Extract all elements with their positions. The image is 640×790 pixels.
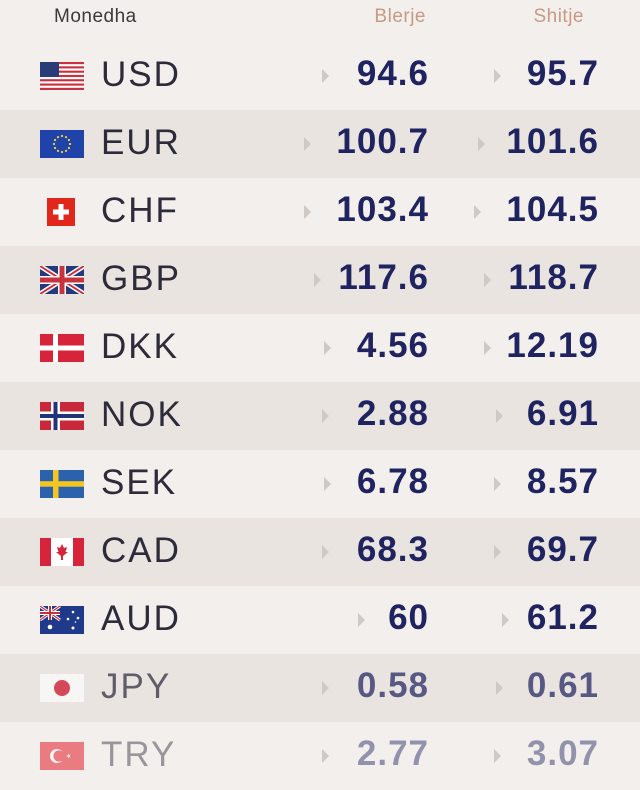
buy-rate: 100.7	[336, 122, 429, 161]
currency-code: SEK	[101, 463, 178, 502]
buy-rate: 94.6	[356, 54, 429, 93]
buy-rate: 68.3	[356, 530, 429, 569]
table-row[interactable]: TRY 2.77 3.07	[0, 722, 640, 790]
currency-code: GBP	[101, 259, 181, 298]
currency-column-header: Monedha	[54, 6, 137, 27]
buy-rate: 60	[388, 598, 429, 637]
sell-rate: 6.91	[526, 394, 599, 433]
sell-column-header: Shitje	[533, 6, 584, 27]
chevron-right-icon	[494, 477, 501, 491]
chevron-right-icon	[322, 545, 329, 559]
sell-rate: 95.7	[526, 54, 599, 93]
chevron-right-icon	[484, 273, 491, 287]
buy-rate: 0.58	[356, 666, 429, 705]
chevron-right-icon	[502, 613, 509, 627]
dk-flag-icon	[40, 334, 84, 362]
currency-code: JPY	[101, 667, 172, 706]
sell-rate: 12.19	[506, 326, 599, 365]
buy-rate: 103.4	[336, 190, 429, 229]
chevron-right-icon	[322, 749, 329, 763]
table-header: Monedha Blerje Shitje	[0, 0, 640, 40]
chevron-right-icon	[494, 545, 501, 559]
buy-rate: 6.78	[356, 462, 429, 501]
eu-flag-icon	[40, 130, 84, 158]
sell-rate: 0.61	[526, 666, 599, 705]
chevron-right-icon	[494, 749, 501, 763]
buy-rate: 117.6	[338, 258, 429, 297]
chevron-right-icon	[358, 613, 365, 627]
buy-rate: 2.88	[356, 394, 429, 433]
chevron-right-icon	[324, 341, 331, 355]
table-row[interactable]: EUR 100.7 101.6	[0, 110, 640, 178]
currency-code: TRY	[101, 735, 177, 774]
no-flag-icon	[40, 402, 84, 430]
ch-flag-icon	[40, 198, 84, 226]
buy-column-header: Blerje	[374, 6, 426, 27]
sell-rate: 69.7	[526, 530, 599, 569]
chevron-right-icon	[496, 409, 503, 423]
sell-rate: 118.7	[508, 258, 599, 297]
table-row[interactable]: CAD 68.3 69.7	[0, 518, 640, 586]
sell-rate: 101.6	[506, 122, 599, 161]
chevron-right-icon	[304, 137, 311, 151]
jp-flag-icon	[40, 674, 84, 702]
buy-rate: 4.56	[356, 326, 429, 365]
chevron-right-icon	[322, 409, 329, 423]
currency-code: CHF	[101, 191, 179, 230]
tr-flag-icon	[40, 742, 84, 770]
buy-rate: 2.77	[356, 734, 429, 773]
ca-flag-icon	[40, 538, 84, 566]
chevron-right-icon	[484, 341, 491, 355]
table-row[interactable]: USD 94.6 95.7	[0, 42, 640, 110]
table-row[interactable]: NOK 2.88 6.91	[0, 382, 640, 450]
sell-rate: 8.57	[526, 462, 599, 501]
table-row[interactable]: JPY 0.58 0.61	[0, 654, 640, 722]
chevron-right-icon	[324, 477, 331, 491]
chevron-right-icon	[322, 681, 329, 695]
table-row[interactable]: GBP 117.6 118.7	[0, 246, 640, 314]
sell-rate: 61.2	[526, 598, 599, 637]
table-row[interactable]: SEK 6.78 8.57	[0, 450, 640, 518]
table-row[interactable]: AUD 60 61.2	[0, 586, 640, 654]
sell-rate: 104.5	[506, 190, 599, 229]
gb-flag-icon	[40, 266, 84, 294]
currency-code: USD	[101, 55, 181, 94]
us-flag-icon	[40, 62, 84, 90]
exchange-rate-list: USD 94.6 95.7 EUR 100.7 101.6	[0, 42, 640, 790]
chevron-right-icon	[474, 205, 481, 219]
chevron-right-icon	[314, 273, 321, 287]
sell-rate: 3.07	[526, 734, 599, 773]
currency-code: EUR	[101, 123, 181, 162]
chevron-right-icon	[478, 137, 485, 151]
se-flag-icon	[40, 470, 84, 498]
chevron-right-icon	[496, 681, 503, 695]
currency-code: CAD	[101, 531, 181, 570]
table-row[interactable]: CHF 103.4 104.5	[0, 178, 640, 246]
chevron-right-icon	[322, 69, 329, 83]
currency-code: AUD	[101, 599, 181, 638]
chevron-right-icon	[494, 69, 501, 83]
currency-code: DKK	[101, 327, 179, 366]
chevron-right-icon	[304, 205, 311, 219]
au-flag-icon	[40, 606, 84, 634]
table-row[interactable]: DKK 4.56 12.19	[0, 314, 640, 382]
currency-code: NOK	[101, 395, 183, 434]
